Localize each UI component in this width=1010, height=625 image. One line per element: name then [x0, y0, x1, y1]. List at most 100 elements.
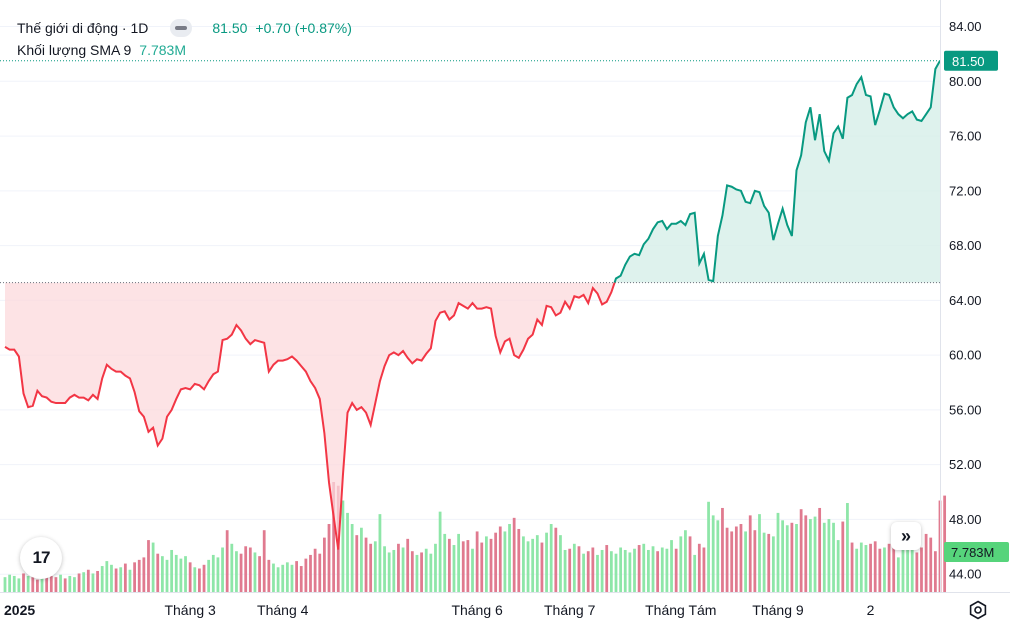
volume-bar	[142, 557, 146, 592]
x-tick-label: Tháng Tám	[645, 602, 716, 618]
volume-bar	[401, 547, 405, 592]
volume-bar	[221, 547, 224, 592]
volume-bar	[711, 515, 715, 592]
volume-bar	[387, 552, 391, 592]
volume-bar	[674, 548, 678, 592]
scroll-to-realtime-button[interactable]: »	[891, 522, 921, 550]
volume-bar	[100, 566, 104, 592]
x-tick-label: 2	[867, 602, 875, 618]
volume-bar	[503, 531, 507, 592]
volume-bar	[91, 573, 95, 592]
volume-bar	[341, 500, 345, 592]
volume-bar	[799, 509, 803, 592]
volume-bar	[596, 554, 599, 592]
volume-bar	[633, 548, 636, 592]
tradingview-logo-icon[interactable]: 17	[20, 537, 62, 579]
volume-bar	[600, 549, 604, 592]
volume-bar	[216, 557, 220, 592]
y-tick-label: 80.00	[949, 74, 982, 89]
symbol-title[interactable]: Thế giới di động · 1D	[17, 20, 149, 36]
volume-bar	[304, 558, 308, 592]
volume-bar	[484, 536, 488, 592]
volume-bar	[290, 564, 294, 592]
volume-bar	[901, 540, 905, 592]
gear-icon[interactable]	[968, 600, 988, 620]
volume-bar	[452, 545, 456, 592]
volume-bar	[910, 536, 914, 592]
volume-bar	[73, 577, 76, 592]
volume-bar	[572, 543, 576, 592]
volume-bar	[878, 548, 882, 592]
volume-bar	[235, 551, 238, 592]
volume-bar	[3, 577, 7, 592]
volume-bar	[739, 524, 743, 592]
volume-bar	[281, 564, 285, 592]
volume-bar	[489, 538, 493, 592]
volume-bar	[369, 543, 373, 592]
volume-bar	[26, 575, 30, 592]
volume-bar	[86, 569, 90, 592]
volume-bar	[110, 564, 113, 592]
volume-bar	[651, 546, 655, 592]
volume-bar	[438, 511, 442, 592]
area-above-baseline	[5, 60, 940, 283]
y-tick-label: 72.00	[949, 183, 982, 198]
volume-bar	[406, 538, 410, 592]
area-below-baseline	[5, 282, 615, 550]
volume-bar	[36, 579, 39, 592]
volume-bar	[855, 548, 859, 592]
volume-bar	[924, 533, 928, 592]
volume-sma-label[interactable]: Khối lượng SMA 9	[17, 42, 132, 58]
volume-bar	[262, 530, 266, 592]
volume-bar	[892, 542, 896, 592]
volume-bar	[494, 532, 498, 592]
volume-bar	[920, 547, 923, 592]
volume-bar	[40, 574, 44, 592]
hide-toggle-icon[interactable]	[170, 19, 193, 37]
volume-bar	[378, 514, 382, 592]
volume-bar	[864, 545, 868, 592]
volume-bar	[96, 570, 99, 592]
volume-bar	[193, 567, 197, 592]
volume-bar	[123, 563, 127, 592]
volume-bar	[22, 573, 25, 592]
volume-bar	[684, 530, 687, 592]
volume-bar	[679, 536, 683, 592]
volume-bar	[322, 537, 326, 592]
volume-bar	[859, 542, 863, 592]
volume-bar	[309, 554, 312, 592]
volume-bar	[896, 557, 900, 592]
last-price-tag	[944, 50, 998, 71]
volume-bar	[642, 543, 646, 592]
volume-bar	[609, 551, 613, 592]
volume-bar	[156, 553, 160, 592]
volume-bar	[869, 543, 872, 592]
volume-bar	[211, 554, 215, 592]
logo-text: 17	[32, 548, 51, 567]
volume-bar	[721, 507, 724, 592]
volume-bar	[508, 524, 511, 592]
symbol-row: Thế giới di động · 1D 81.50 +0.70 (+0.87…	[17, 17, 352, 39]
volume-bar	[933, 551, 937, 592]
volume-bar	[471, 548, 474, 592]
volume-bar	[563, 549, 567, 592]
volume-bar	[202, 564, 206, 592]
volume-bar	[355, 535, 359, 592]
price-line-down	[4, 282, 616, 550]
volume-bar	[165, 559, 169, 592]
volume-bar	[295, 561, 298, 592]
volume-row: Khối lượng SMA 9 7.783M	[17, 39, 352, 61]
volume-bar	[915, 552, 919, 592]
volume-bar	[906, 543, 909, 592]
volume-bar	[577, 546, 581, 592]
volume-bar	[586, 551, 590, 592]
volume-bar	[327, 524, 331, 592]
volume-bar	[762, 532, 766, 592]
volume-bar	[54, 577, 58, 592]
volume-bar	[133, 562, 136, 592]
volume-bar	[82, 572, 86, 592]
volume-bar	[49, 575, 53, 592]
volume-bar	[272, 563, 275, 592]
volume-bar	[188, 562, 192, 592]
